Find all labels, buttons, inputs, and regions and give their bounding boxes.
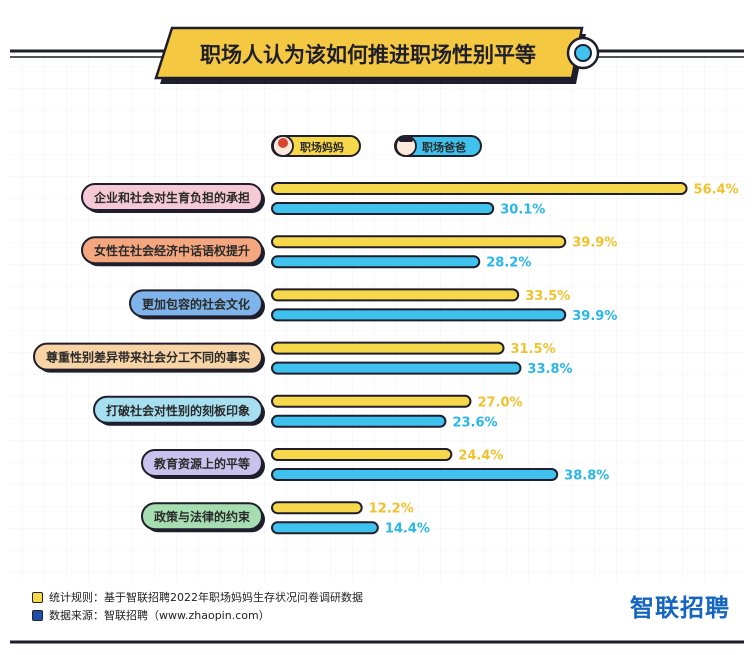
badge-dot-icon <box>574 44 592 62</box>
data-label-dad: 14.4% <box>385 522 430 537</box>
chart-title: 职场人认为该如何推进职场性别平等 <box>200 43 536 67</box>
data-label-mom: 12.2% <box>369 502 414 517</box>
legend-label-mom: 职场妈妈 <box>300 140 344 154</box>
bar-mom <box>271 182 688 195</box>
data-label-dad: 39.9% <box>572 309 617 324</box>
category-label: 企业和社会对生育负担的承担 <box>93 190 250 205</box>
data-label-mom: 33.5% <box>525 289 570 304</box>
bar-dad <box>271 255 481 269</box>
chart-rows: 企业和社会对生育负担的承担 56.4% 30.1% 女性在社会经济中话语权提升 39.9… <box>33 182 739 537</box>
bar-mom <box>271 448 453 461</box>
dad-hair-icon <box>399 137 413 142</box>
footer-rule-text: 统计规则：基于智联招聘2022年职场妈妈生存状况问卷调研数据 <box>49 591 363 604</box>
category-pill <box>81 183 263 211</box>
bar-mom <box>271 501 363 515</box>
bar-mom <box>271 235 567 249</box>
data-label-dad: 28.2% <box>486 256 531 271</box>
data-label-dad: 38.8% <box>564 469 609 484</box>
category-pill <box>141 449 263 477</box>
bar-dad <box>271 468 559 481</box>
data-label-dad: 33.8% <box>527 362 572 377</box>
data-label-mom: 56.4% <box>694 183 739 198</box>
data-label-dad: 23.6% <box>452 415 497 430</box>
category-label: 尊重性别差异带来社会分工不同的事实 <box>46 350 250 365</box>
category-pill <box>93 395 263 424</box>
legend-label-dad: 职场爸爸 <box>422 140 466 154</box>
bar-dad <box>271 521 379 535</box>
mom-hair-icon <box>278 138 288 148</box>
footer-source: 数据来源：智联招聘（www.zhaopin.com） <box>32 607 270 623</box>
category-pill <box>33 342 263 371</box>
bar-dad <box>271 361 522 375</box>
data-label-mom: 31.5% <box>511 342 556 357</box>
legend-item-mom: 职场妈妈 <box>271 135 361 157</box>
bar-mom <box>271 288 520 302</box>
footer-source-text: 数据来源：智联招聘（www.zhaopin.com） <box>49 609 270 622</box>
data-label-mom: 39.9% <box>572 236 617 251</box>
category-pill <box>141 502 263 531</box>
source-square-icon <box>32 609 43 621</box>
bar-dad <box>271 308 567 322</box>
rule-square-icon <box>32 591 43 603</box>
category-pill <box>81 236 263 265</box>
category-label: 女性在社会经济中话语权提升 <box>94 243 250 258</box>
footer-rule: 统计规则：基于智联招聘2022年职场妈妈生存状况问卷调研数据 <box>32 589 363 605</box>
brand-logo: 智联招聘 <box>630 594 730 622</box>
data-label-dad: 30.1% <box>500 203 545 218</box>
title-banner: 职场人认为该如何推进职场性别平等 <box>10 26 744 84</box>
bar-mom <box>271 394 472 408</box>
data-label-mom: 27.0% <box>477 395 522 410</box>
legend-item-dad: 职场爸爸 <box>394 135 482 157</box>
category-label: 打破社会对性别的刻板印象 <box>106 403 250 418</box>
category-label: 教育资源上的平等 <box>153 456 250 471</box>
bar-dad <box>271 202 495 215</box>
category-label: 政策与法律的约束 <box>154 509 251 524</box>
category-label: 更加包容的社会文化 <box>142 296 250 311</box>
bar-dad <box>271 414 447 428</box>
category-pill <box>129 289 263 318</box>
legend: 职场妈妈 职场爸爸 <box>271 135 482 157</box>
data-label-mom: 24.4% <box>458 449 503 464</box>
bar-mom <box>271 341 505 355</box>
